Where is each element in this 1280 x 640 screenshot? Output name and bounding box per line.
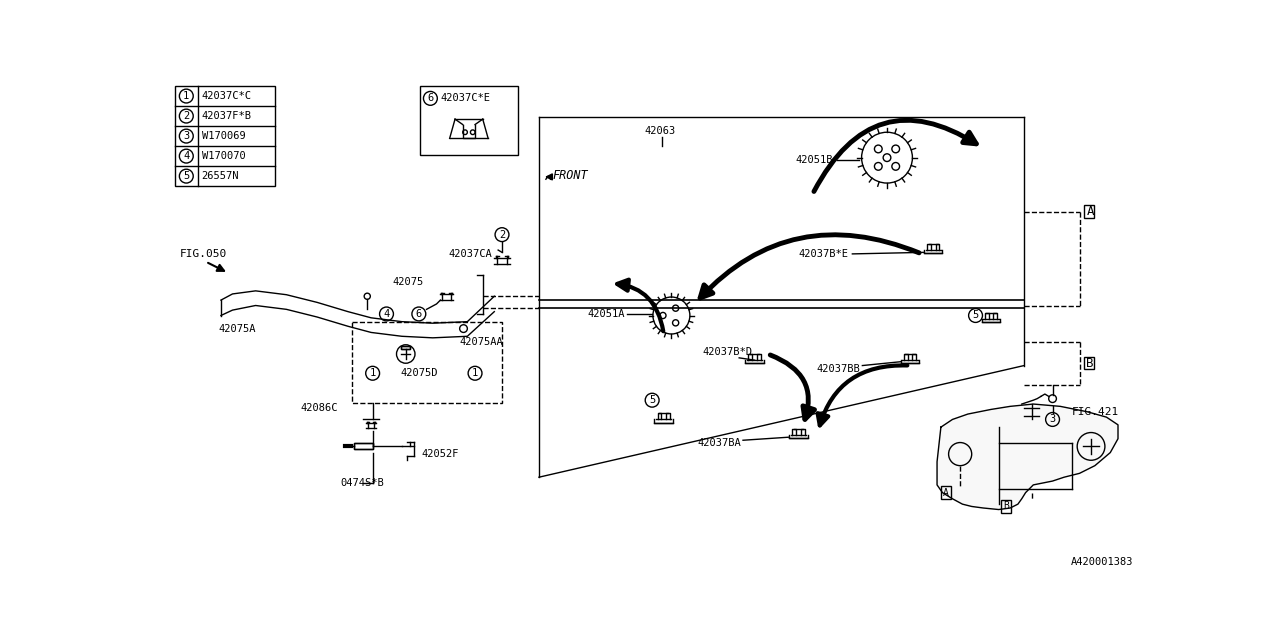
Text: 5: 5: [183, 171, 189, 181]
Bar: [355, 444, 372, 449]
Bar: [352, 322, 502, 403]
Text: 2: 2: [183, 111, 189, 121]
Text: 1: 1: [370, 368, 376, 378]
Text: 1: 1: [183, 91, 189, 101]
Bar: [401, 346, 411, 349]
Text: 42037B*D: 42037B*D: [703, 348, 753, 358]
Text: 42075A: 42075A: [219, 324, 256, 334]
Bar: [941, 486, 951, 499]
Text: W170070: W170070: [202, 151, 246, 161]
Text: 42037CA: 42037CA: [448, 249, 492, 259]
Text: 42037BA: 42037BA: [696, 438, 741, 447]
Text: FRONT: FRONT: [552, 169, 588, 182]
Bar: [420, 86, 518, 156]
Text: 6: 6: [428, 93, 434, 103]
Text: W170069: W170069: [202, 131, 246, 141]
Text: 4: 4: [384, 309, 389, 319]
Text: 0474S*B: 0474S*B: [340, 478, 384, 488]
Bar: [401, 346, 411, 349]
Bar: [1084, 205, 1093, 218]
Text: 42075: 42075: [393, 276, 424, 287]
Bar: [355, 444, 372, 449]
Text: 42051B: 42051B: [796, 155, 833, 165]
Text: FIG.421: FIG.421: [1071, 407, 1119, 417]
Polygon shape: [937, 404, 1117, 509]
Text: B: B: [1087, 356, 1094, 370]
Text: 42052F: 42052F: [421, 449, 458, 459]
Text: 42075AA: 42075AA: [460, 337, 503, 348]
Text: 42037B*E: 42037B*E: [799, 249, 849, 259]
Text: 42037BB: 42037BB: [817, 364, 860, 374]
Text: 3: 3: [1050, 415, 1056, 424]
Text: 6: 6: [416, 309, 422, 319]
Text: 5: 5: [973, 310, 979, 321]
Text: A: A: [1087, 205, 1094, 218]
Text: 26557N: 26557N: [202, 171, 239, 181]
Text: A420001383: A420001383: [1071, 557, 1133, 567]
Text: 42063: 42063: [644, 125, 676, 136]
Text: 5: 5: [649, 395, 655, 405]
Text: 4: 4: [183, 151, 189, 161]
Text: 42037C*E: 42037C*E: [440, 93, 490, 103]
Text: 42037F*B: 42037F*B: [202, 111, 252, 121]
Text: 42075D: 42075D: [401, 368, 438, 378]
Bar: [1001, 500, 1011, 513]
Text: A: A: [943, 488, 948, 498]
Text: 42037C*C: 42037C*C: [202, 91, 252, 101]
Text: 3: 3: [183, 131, 189, 141]
Text: 1: 1: [472, 368, 479, 378]
Bar: [1084, 357, 1093, 369]
Bar: [175, 86, 275, 186]
Text: FIG.050: FIG.050: [180, 249, 228, 259]
Text: B: B: [1004, 502, 1009, 511]
Text: 42051A: 42051A: [588, 309, 625, 319]
Text: 2: 2: [499, 230, 506, 239]
Text: 42086C: 42086C: [301, 403, 338, 413]
